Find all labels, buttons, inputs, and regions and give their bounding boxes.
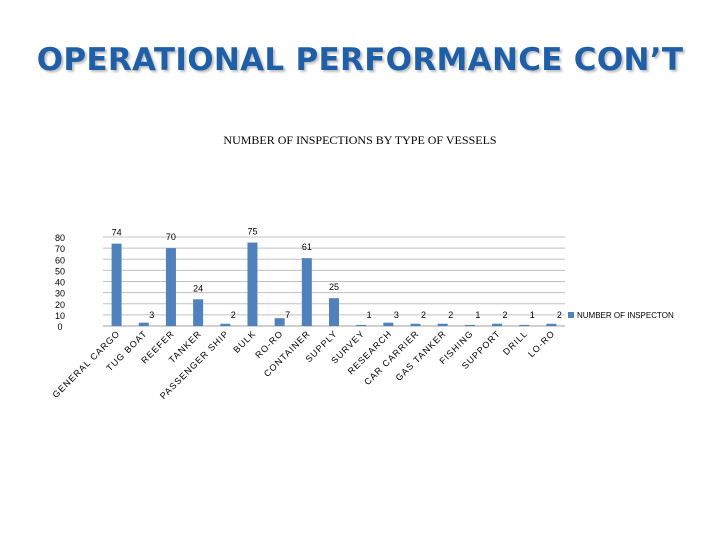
bar-value-label: 75 [247, 227, 257, 237]
bar [383, 322, 394, 326]
x-tick-label: LO-RO [526, 328, 557, 359]
bar-value-label: 1 [475, 310, 480, 320]
bar [220, 323, 231, 326]
bar [464, 324, 475, 326]
bar-value-label: 24 [193, 283, 203, 293]
bar [410, 323, 421, 326]
y-tick-label: 0 [57, 322, 62, 332]
x-tick-label: BULK [231, 328, 258, 355]
bar [546, 323, 557, 326]
bar-value-label: 3 [149, 310, 154, 320]
bar [519, 324, 530, 326]
y-tick-label: 70 [55, 244, 65, 254]
bar [274, 318, 285, 326]
bar-value-label: 74 [112, 228, 122, 238]
bar [193, 299, 204, 326]
bar [165, 248, 176, 326]
y-tick-label: 40 [55, 278, 65, 288]
bar [329, 298, 339, 326]
bar-value-label: 2 [421, 310, 426, 320]
bar-value-label: 2 [503, 310, 508, 320]
y-tick-label: 30 [55, 289, 65, 299]
bar-value-label: 2 [557, 310, 562, 320]
bar-value-label: 1 [367, 310, 372, 320]
legend: NUMBER OF INSPECTON [568, 311, 674, 320]
bar-value-label: 70 [166, 232, 176, 242]
y-tick-label: 20 [55, 300, 65, 310]
bar-value-label: 1 [530, 310, 535, 320]
bar-value-label: 61 [302, 242, 312, 252]
bar [437, 323, 448, 326]
legend-swatch [568, 312, 574, 318]
bar [111, 243, 122, 326]
y-tick-label: 10 [55, 311, 65, 321]
bar-value-label: 25 [329, 282, 339, 292]
value-labels: 74 3 70 24 2 75 7 61 25 1 3 2 2 1 2 1 2 [112, 227, 562, 320]
bar [356, 324, 367, 326]
bar-value-label: 2 [231, 310, 236, 320]
y-tick-label: 50 [55, 266, 65, 276]
chart-title: NUMBER OF INSPECTIONS BY TYPE OF VESSELS [223, 133, 497, 147]
legend-label: NUMBER OF INSPECTON [577, 311, 674, 320]
bar [138, 322, 149, 326]
bar [492, 323, 503, 326]
bar [301, 258, 312, 326]
bars [111, 242, 557, 326]
bar [247, 242, 258, 326]
slide-title: OPERATIONAL PERFORMANCE CON’T [36, 42, 684, 78]
y-tick-label: 60 [55, 255, 65, 265]
bar-value-label: 3 [394, 310, 399, 320]
bar-value-label: 2 [448, 310, 453, 320]
bar-value-label: 7 [285, 310, 290, 320]
y-tick-label: 80 [55, 233, 65, 243]
